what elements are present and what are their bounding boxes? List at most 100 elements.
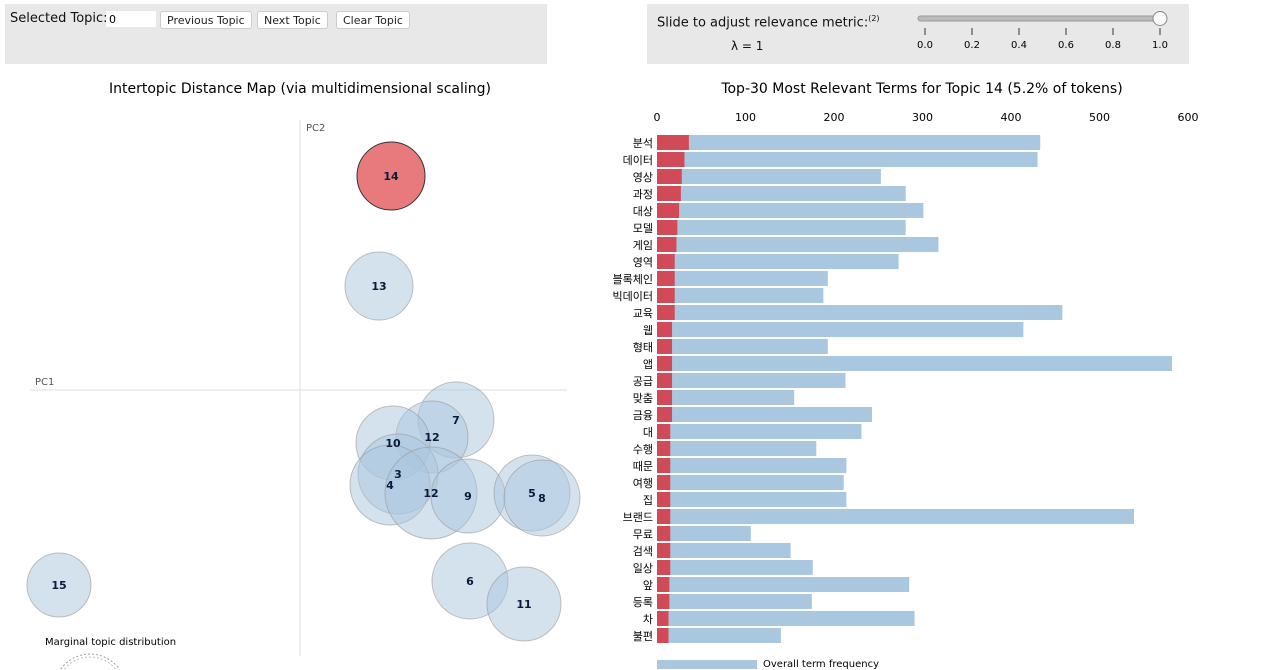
clear-topic-button[interactable]: Clear Topic: [336, 11, 410, 29]
overall-frequency-bar[interactable]: [657, 543, 791, 558]
overall-frequency-bar[interactable]: [657, 254, 899, 269]
topic-frequency-bar[interactable]: [657, 288, 675, 303]
topic-frequency-bar[interactable]: [657, 322, 673, 337]
topic-frequency-bar[interactable]: [657, 441, 671, 456]
term-label[interactable]: 차: [643, 613, 653, 626]
overall-frequency-bar[interactable]: [657, 135, 1041, 150]
overall-frequency-bar[interactable]: [657, 237, 939, 252]
term-label[interactable]: 앱: [643, 358, 653, 371]
term-label[interactable]: 분석: [633, 137, 653, 150]
term-label[interactable]: 때문: [633, 460, 653, 473]
topic-frequency-bar[interactable]: [657, 237, 677, 252]
term-label[interactable]: 웹: [643, 324, 653, 337]
term-label[interactable]: 과정: [633, 188, 653, 201]
topic-frequency-bar[interactable]: [657, 305, 675, 320]
overall-frequency-bar[interactable]: [657, 373, 846, 388]
topic-frequency-bar[interactable]: [657, 577, 670, 592]
term-label[interactable]: 집: [643, 494, 653, 507]
term-label[interactable]: 빅데이터: [613, 290, 653, 303]
term-label[interactable]: 영역: [633, 256, 653, 269]
term-label[interactable]: 영상: [633, 171, 653, 184]
overall-frequency-bar[interactable]: [657, 186, 906, 201]
slider-track[interactable]: [917, 15, 1162, 22]
overall-frequency-bar[interactable]: [657, 356, 1173, 371]
topic-frequency-bar[interactable]: [657, 135, 689, 150]
topic-circle[interactable]: [356, 141, 426, 211]
term-label[interactable]: 등록: [633, 596, 653, 609]
term-label[interactable]: 수행: [633, 443, 653, 456]
term-label[interactable]: 브랜드: [623, 511, 653, 524]
topic-frequency-bar[interactable]: [657, 169, 682, 184]
term-label[interactable]: 검색: [633, 545, 653, 558]
topic-frequency-bar[interactable]: [657, 475, 671, 490]
overall-frequency-bar[interactable]: [657, 322, 1024, 337]
topic-circle[interactable]: [503, 459, 581, 537]
topic-frequency-bar[interactable]: [657, 407, 673, 422]
overall-frequency-bar[interactable]: [657, 492, 847, 507]
topic-frequency-bar[interactable]: [657, 526, 671, 541]
overall-frequency-bar[interactable]: [657, 424, 862, 439]
overall-frequency-bar[interactable]: [657, 458, 847, 473]
relevance-slider[interactable]: 0.0 0.2 0.4 0.6 0.8 1.0: [647, 4, 1189, 64]
topic-frequency-bar[interactable]: [657, 628, 669, 643]
topic-frequency-bar[interactable]: [657, 203, 680, 218]
overall-frequency-bar[interactable]: [657, 441, 817, 456]
term-label[interactable]: 대: [643, 426, 653, 439]
overall-frequency-bar[interactable]: [657, 611, 915, 626]
selected-topic-input[interactable]: [106, 11, 156, 27]
topic-frequency-bar[interactable]: [657, 186, 681, 201]
topic-frequency-bar[interactable]: [657, 492, 671, 507]
overall-frequency-bar[interactable]: [657, 628, 781, 643]
overall-frequency-bar[interactable]: [657, 475, 844, 490]
topic-frequency-bar[interactable]: [657, 458, 671, 473]
overall-frequency-bar[interactable]: [657, 509, 1135, 524]
next-topic-button[interactable]: Next Topic: [257, 11, 328, 29]
topic-frequency-bar[interactable]: [657, 611, 669, 626]
topic-frequency-bar[interactable]: [657, 390, 673, 405]
topic-circle[interactable]: [486, 566, 562, 642]
overall-frequency-bar[interactable]: [657, 203, 924, 218]
topic-circle[interactable]: [26, 552, 92, 618]
overall-frequency-bar[interactable]: [657, 152, 1038, 167]
overall-frequency-bar[interactable]: [657, 339, 828, 354]
overall-frequency-bar[interactable]: [657, 594, 812, 609]
term-label[interactable]: 형태: [633, 341, 653, 354]
topic-frequency-bar[interactable]: [657, 152, 685, 167]
term-label[interactable]: 여행: [633, 477, 653, 490]
topic-frequency-bar[interactable]: [657, 543, 671, 558]
overall-frequency-bar[interactable]: [657, 288, 824, 303]
topic-frequency-bar[interactable]: [657, 339, 673, 354]
topic-frequency-bar[interactable]: [657, 356, 673, 371]
term-label[interactable]: 앞: [643, 579, 653, 592]
overall-frequency-bar[interactable]: [657, 305, 1063, 320]
term-label[interactable]: 데이터: [623, 154, 653, 167]
term-label[interactable]: 블록체인: [613, 273, 653, 286]
term-label[interactable]: 불편: [633, 630, 653, 643]
topic-frequency-bar[interactable]: [657, 509, 671, 524]
topic-frequency-bar[interactable]: [657, 560, 671, 575]
overall-frequency-bar[interactable]: [657, 271, 828, 286]
topic-frequency-bar[interactable]: [657, 220, 678, 235]
topic-frequency-bar[interactable]: [657, 254, 675, 269]
topic-circle[interactable]: [344, 251, 414, 321]
topic-frequency-bar[interactable]: [657, 373, 673, 388]
slider-thumb[interactable]: [1152, 11, 1168, 26]
term-label[interactable]: 금융: [633, 409, 653, 422]
term-label[interactable]: 대상: [633, 205, 653, 218]
term-label[interactable]: 게임: [633, 239, 653, 252]
previous-topic-button[interactable]: Previous Topic: [160, 11, 252, 29]
term-label[interactable]: 일상: [633, 561, 653, 575]
overall-frequency-bar[interactable]: [657, 526, 751, 541]
term-label[interactable]: 모델: [633, 222, 653, 235]
overall-frequency-bar[interactable]: [657, 169, 881, 184]
term-label[interactable]: 공급: [633, 375, 653, 388]
topic-frequency-bar[interactable]: [657, 594, 670, 609]
term-label[interactable]: 무료: [633, 528, 653, 541]
overall-frequency-bar[interactable]: [657, 390, 795, 405]
term-label[interactable]: 교육: [633, 307, 653, 320]
topic-frequency-bar[interactable]: [657, 271, 675, 286]
overall-frequency-bar[interactable]: [657, 407, 873, 422]
topic-frequency-bar[interactable]: [657, 424, 671, 439]
overall-frequency-bar[interactable]: [657, 560, 813, 575]
overall-frequency-bar[interactable]: [657, 220, 906, 235]
